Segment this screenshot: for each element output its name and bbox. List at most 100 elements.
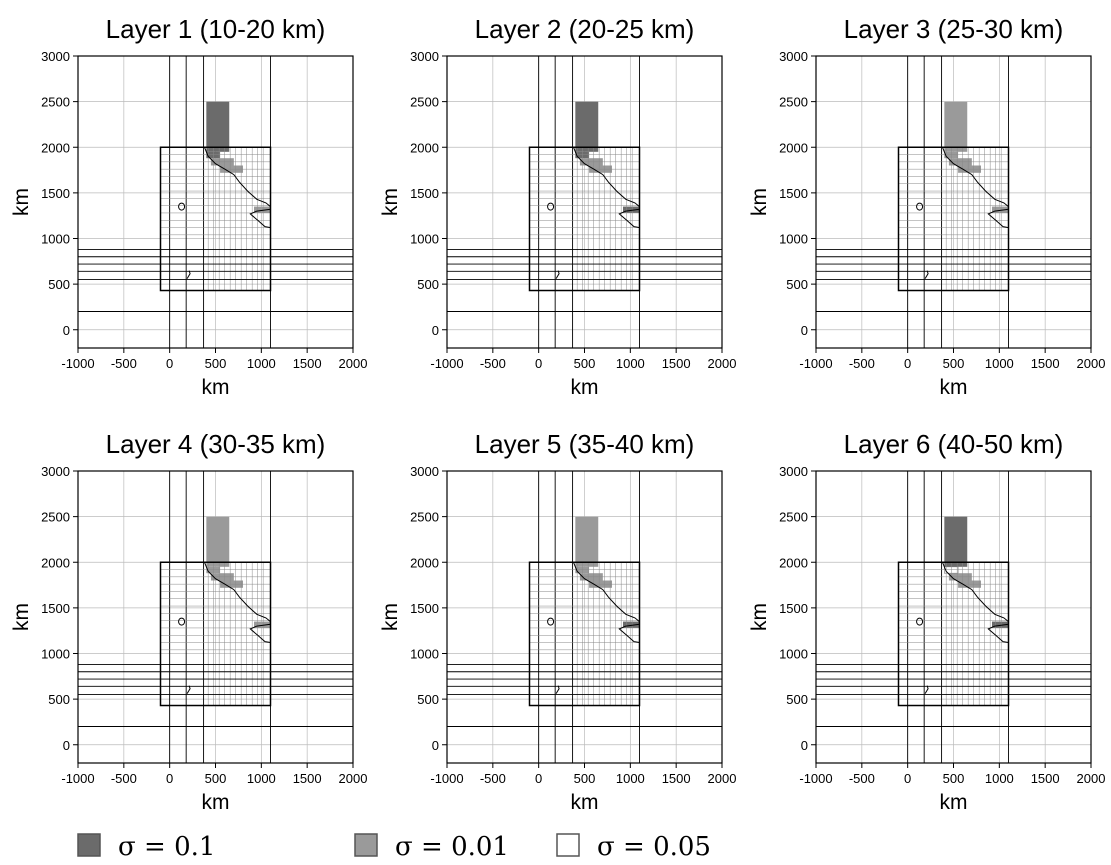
island: [924, 270, 929, 279]
model-box: [159, 561, 272, 707]
legend-swatch: [556, 833, 580, 857]
x-tick-label: 500: [943, 771, 965, 786]
y-axis-label: km: [379, 603, 402, 631]
x-tick-label: 1500: [293, 356, 322, 371]
chart-title: Layer 1 (10-20 km): [106, 14, 326, 44]
coastline: [573, 147, 640, 207]
x-axis-label: km: [940, 791, 968, 814]
x-tick-label: 0: [166, 771, 173, 786]
x-tick-label: 2000: [708, 771, 737, 786]
x-tick-label: -1000: [430, 771, 463, 786]
y-tick-label: 500: [786, 277, 808, 292]
x-tick-label: 1000: [247, 356, 276, 371]
y-tick-label: 500: [48, 277, 70, 292]
x-axis-label: km: [202, 376, 230, 399]
sigma-cell: [206, 516, 230, 567]
x-tick-label: 2000: [1077, 356, 1106, 371]
panel: Layer 5 (35-40 km) km km -1000 -500 0 500 1000 1…: [379, 429, 736, 814]
x-tick-label: -1000: [799, 771, 832, 786]
coastline: [249, 623, 271, 643]
y-tick-label: 0: [801, 738, 808, 753]
sigma-cell: [992, 621, 1009, 628]
island: [916, 617, 924, 626]
x-tick-label: 500: [205, 771, 227, 786]
x-tick-label: 0: [535, 356, 542, 371]
y-tick-label: 2000: [41, 555, 70, 570]
x-tick-label: 1000: [616, 356, 645, 371]
panel: Layer 3 (25-30 km) km km -1000 -500 0 500 1000 1…: [748, 14, 1105, 399]
legend-swatch: [77, 833, 101, 857]
model-box: [528, 146, 641, 292]
x-tick-label: 1000: [985, 771, 1014, 786]
y-tick-label: 1500: [41, 601, 70, 616]
model-box: [159, 146, 272, 292]
chart-title: Layer 3 (25-30 km): [844, 14, 1064, 44]
sigma-cell: [575, 566, 590, 574]
model-box: [528, 561, 641, 707]
y-tick-label: 2500: [410, 95, 439, 110]
sigma-cell: [944, 151, 959, 159]
x-tick-label: 0: [166, 356, 173, 371]
plot-frame: [77, 470, 354, 764]
x-axis-label: km: [571, 791, 599, 814]
coastline: [942, 147, 1009, 207]
sigma-cell: [206, 151, 221, 159]
sigma-cell: [254, 621, 271, 628]
y-tick-label: 0: [63, 738, 70, 753]
sigma-cell: [944, 516, 968, 567]
sigma-cell: [575, 101, 599, 152]
y-tick-label: 500: [417, 692, 439, 707]
x-axis-label: km: [940, 376, 968, 399]
x-tick-label: 1000: [985, 356, 1014, 371]
sigma-cell: [575, 516, 599, 567]
y-tick-label: 500: [786, 692, 808, 707]
sigma-cell: [575, 151, 590, 159]
y-tick-label: 0: [432, 738, 439, 753]
x-tick-label: 500: [574, 771, 596, 786]
coastline: [987, 208, 1009, 229]
plot-frame: [815, 470, 1092, 764]
chart-title: Layer 6 (40-50 km): [844, 429, 1064, 459]
sigma-cell: [623, 206, 640, 213]
plot-frame: [446, 470, 723, 764]
island: [547, 617, 555, 626]
x-tick-label: -500: [480, 771, 506, 786]
y-tick-label: 3000: [779, 464, 808, 479]
x-tick-label: 1500: [662, 771, 691, 786]
x-tick-label: 2000: [339, 771, 368, 786]
coastline: [618, 623, 640, 643]
y-tick-label: 2000: [410, 555, 439, 570]
plot-frame: [815, 55, 1092, 349]
x-tick-label: -500: [849, 771, 875, 786]
y-tick-label: 3000: [41, 49, 70, 64]
x-tick-label: 0: [535, 771, 542, 786]
sigma-cell: [206, 566, 221, 574]
coastline: [573, 562, 640, 622]
sigma-cell: [254, 206, 271, 213]
chart-title: Layer 5 (35-40 km): [475, 429, 695, 459]
x-tick-label: 2000: [1077, 771, 1106, 786]
island: [547, 202, 555, 211]
model-box: [897, 146, 1010, 292]
y-tick-label: 2000: [41, 140, 70, 155]
y-tick-label: 0: [63, 323, 70, 338]
x-tick-label: 500: [205, 356, 227, 371]
coastline: [204, 562, 271, 622]
x-tick-label: -500: [849, 356, 875, 371]
x-tick-label: 1500: [1031, 356, 1060, 371]
x-tick-label: 1500: [1031, 771, 1060, 786]
x-tick-label: -1000: [61, 771, 94, 786]
panel: Layer 1 (10-20 km) km km -1000 -500 0 500 1000 1…: [10, 14, 367, 399]
y-tick-label: 2500: [410, 510, 439, 525]
y-tick-label: 1500: [779, 601, 808, 616]
panel: Layer 4 (30-35 km) km km -1000 -500 0 500 1000 1…: [10, 429, 367, 814]
island: [555, 685, 560, 694]
chart-title: Layer 4 (30-35 km): [106, 429, 326, 459]
y-axis-label: km: [748, 188, 771, 216]
y-tick-label: 1500: [410, 601, 439, 616]
y-tick-label: 1000: [41, 232, 70, 247]
y-tick-label: 1000: [410, 647, 439, 662]
panel: Layer 2 (20-25 km) km km -1000 -500 0 500 1000 1…: [379, 14, 736, 399]
x-tick-label: 1500: [293, 771, 322, 786]
coastline: [987, 623, 1009, 643]
